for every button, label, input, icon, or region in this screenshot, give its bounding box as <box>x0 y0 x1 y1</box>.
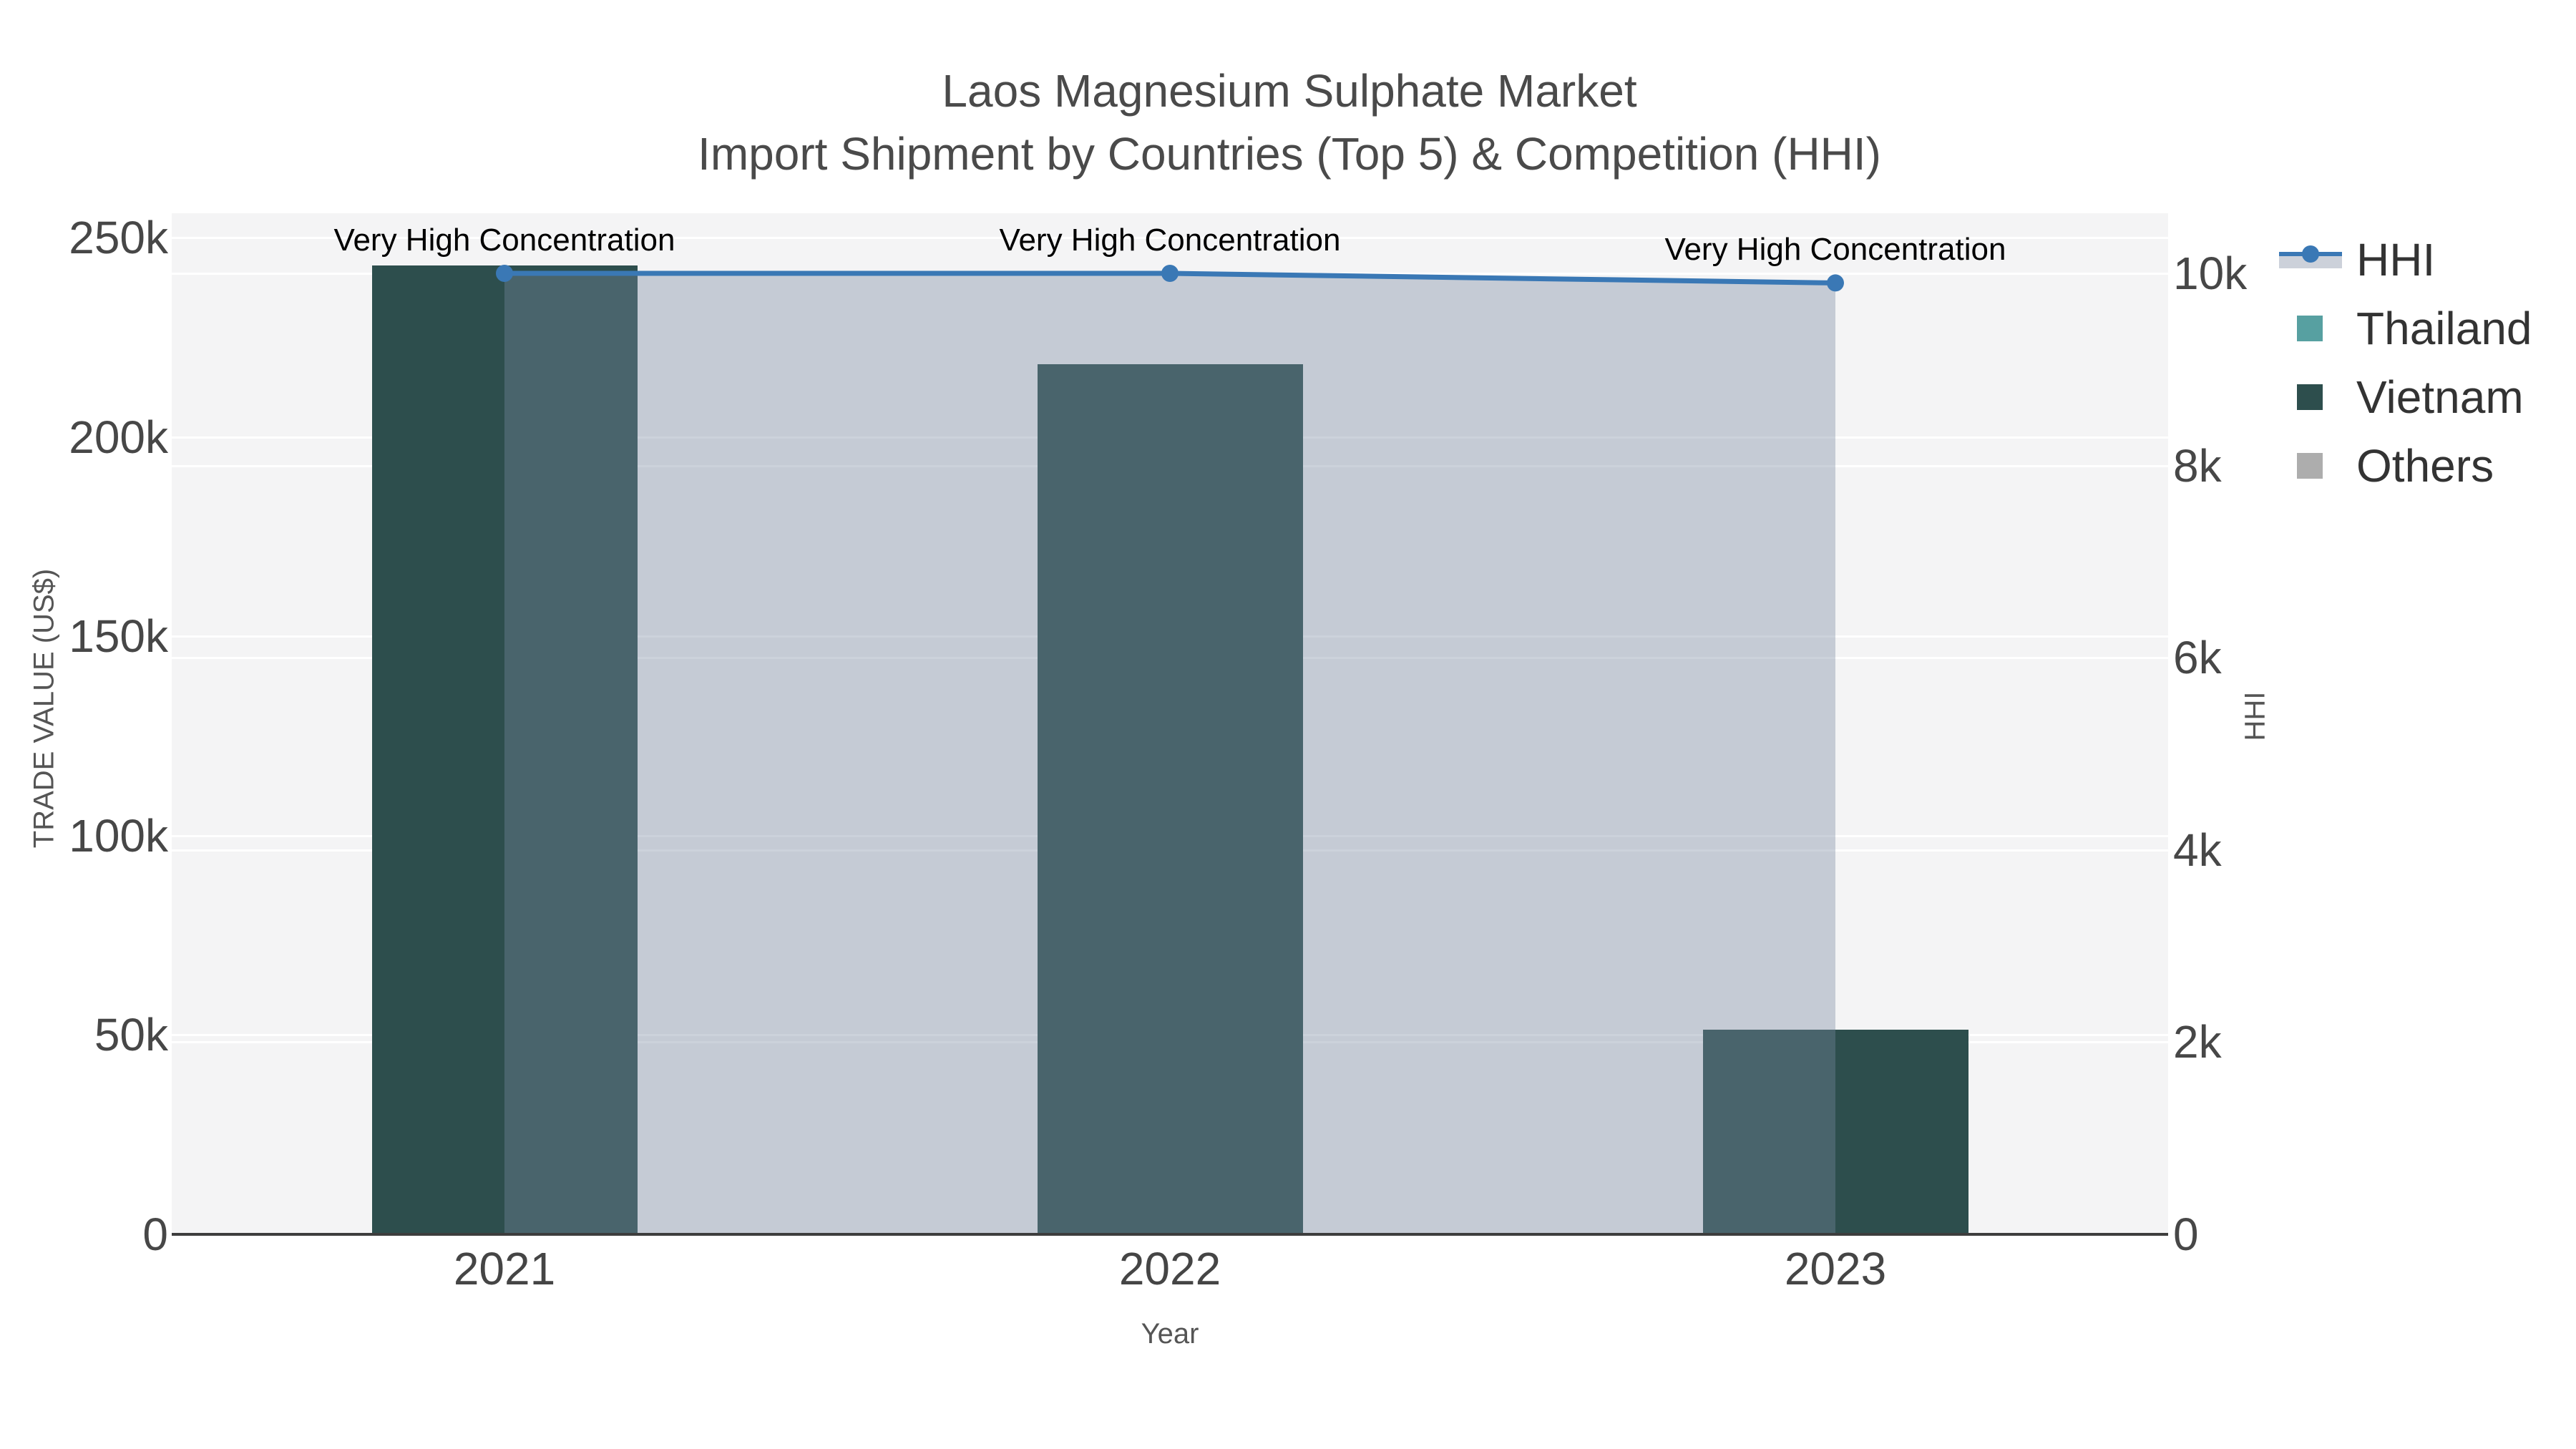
left-axis-tick-label: 0 <box>142 1209 168 1260</box>
right-axis-tick-label: 8k <box>2173 439 2222 492</box>
left-axis-tick-label: 100k <box>69 809 168 862</box>
left-axis-title: TRADE VALUE (US$) <box>28 568 60 849</box>
legend-color-swatch <box>2297 316 2323 341</box>
gridline-left-250k <box>172 237 2168 239</box>
x-axis-tick-label: 2023 <box>1784 1243 1887 1294</box>
right-axis-tick-label: 10k <box>2173 248 2248 299</box>
legend-swatch-hhi <box>2279 235 2342 285</box>
bar-vietnam-2022 <box>1037 364 1303 1234</box>
legend-label: Thailand <box>2356 303 2532 354</box>
annotation-2023: Very High Concentration <box>1664 232 2006 268</box>
right-axis-tick-label: 0 <box>2173 1209 2199 1260</box>
x-axis-line <box>172 1233 2168 1236</box>
hhi-marker-swatch <box>2302 245 2319 263</box>
chart-subtitle: Import Shipment by Countries (Top 5) & C… <box>698 128 1881 180</box>
right-axis-tick-label: 6k <box>2173 632 2222 684</box>
legend-swatch-others <box>2279 441 2342 491</box>
right-axis-title: HHI <box>2239 691 2271 741</box>
x-axis-tick-label: 2021 <box>453 1243 556 1294</box>
legend-item-vietnam: Vietnam <box>2279 372 2524 422</box>
legend-label: Vietnam <box>2356 371 2524 423</box>
left-axis-tick-label: 50k <box>94 1009 168 1061</box>
x-axis-title: Year <box>1141 1318 1199 1350</box>
annotation-2021: Very High Concentration <box>333 223 675 258</box>
bar-vietnam-2023 <box>1702 1030 1968 1234</box>
right-axis-tick-label: 4k <box>2173 824 2222 876</box>
legend-color-swatch <box>2297 384 2323 410</box>
legend-swatch-vietnam <box>2279 372 2342 422</box>
legend-label: HHI <box>2356 234 2436 286</box>
legend-swatch-thailand <box>2279 303 2342 353</box>
x-axis-tick-label: 2022 <box>1118 1243 1221 1294</box>
left-axis-tick-label: 200k <box>69 411 168 463</box>
legend-item-others: Others <box>2279 441 2494 491</box>
left-axis-tick-label: 150k <box>69 610 168 663</box>
annotation-2022: Very High Concentration <box>999 223 1341 258</box>
legend-color-swatch <box>2297 453 2323 479</box>
legend-label: Others <box>2356 440 2494 492</box>
legend-item-thailand: Thailand <box>2279 303 2532 353</box>
bar-vietnam-2021 <box>371 265 638 1234</box>
right-axis-tick-label: 2k <box>2173 1016 2222 1068</box>
chart-title: Laos Magnesium Sulphate Market <box>942 65 1637 117</box>
legend-item-hhi: HHI <box>2279 235 2435 285</box>
left-axis-tick-label: 250k <box>69 212 168 263</box>
